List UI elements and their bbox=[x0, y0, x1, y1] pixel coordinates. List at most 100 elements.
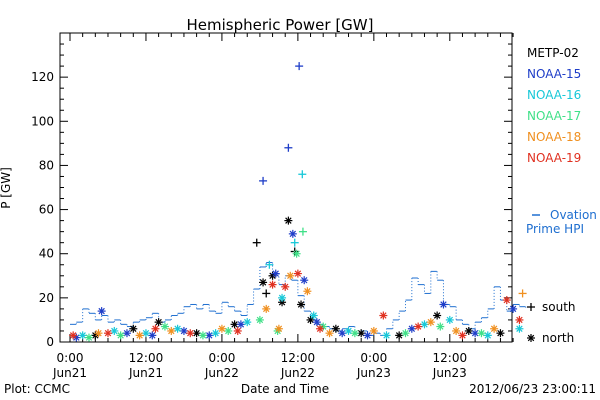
y-tick-label: 120 bbox=[31, 70, 54, 84]
north-label: north bbox=[542, 331, 574, 345]
point-noaa-17-north bbox=[350, 329, 359, 338]
point-noaa-19-north bbox=[458, 331, 467, 340]
point-noaa-15-north bbox=[439, 300, 448, 309]
point-noaa-16-south bbox=[298, 170, 307, 179]
ovation-legend-line1: Ovation bbox=[550, 208, 597, 222]
point-noaa-15-north bbox=[363, 331, 372, 340]
point-noaa-17-north bbox=[198, 331, 207, 340]
point-noaa-18-north bbox=[94, 329, 103, 338]
y-tick-label: 0 bbox=[46, 335, 54, 349]
point-noaa-15-south bbox=[259, 176, 268, 185]
point-noaa-18-north bbox=[452, 326, 461, 335]
point-noaa-18-north bbox=[135, 331, 144, 340]
x-tick-label-date: Jun22 bbox=[280, 366, 315, 380]
point-noaa-15-north bbox=[179, 326, 188, 335]
point-noaa-17-north bbox=[116, 331, 125, 340]
point-noaa-17-north bbox=[292, 249, 301, 258]
point-noaa-15-north bbox=[509, 304, 518, 313]
point-noaa-17-north bbox=[160, 322, 169, 331]
point-noaa-17-north bbox=[477, 329, 486, 338]
point-metp-02-north bbox=[395, 331, 404, 340]
point-noaa-18-north bbox=[369, 326, 378, 335]
y-tick-label: 80 bbox=[39, 158, 54, 172]
point-noaa-17-north bbox=[436, 322, 445, 331]
south-symbol-icon bbox=[527, 303, 535, 311]
y-axis-label: P [GW] bbox=[0, 167, 13, 209]
point-noaa-16-north bbox=[445, 315, 454, 324]
legend-item-noaa-19: NOAA-19 bbox=[527, 151, 581, 165]
legend-item-noaa-15: NOAA-15 bbox=[527, 67, 581, 81]
point-noaa-15-south bbox=[284, 143, 293, 152]
point-noaa-17-south bbox=[298, 227, 307, 236]
south-plus bbox=[527, 303, 535, 311]
point-noaa-17-north bbox=[401, 329, 410, 338]
point-noaa-19-north bbox=[316, 324, 325, 333]
point-noaa-16-north bbox=[78, 331, 87, 340]
footer-right: 2012/06/23 23:00:11 bbox=[469, 382, 596, 396]
x-tick-label-time: 0:00 bbox=[208, 351, 235, 365]
point-noaa-15-north bbox=[407, 324, 416, 333]
point-noaa-18-north bbox=[217, 324, 226, 333]
point-noaa-15-north bbox=[288, 229, 297, 238]
point-metp-02-north bbox=[433, 311, 442, 320]
point-noaa-15-south bbox=[295, 62, 304, 71]
point-noaa-16-north bbox=[278, 293, 287, 302]
legend-item-noaa-16: NOAA-16 bbox=[527, 88, 581, 102]
point-noaa-18-north bbox=[490, 324, 499, 333]
point-metp-02-north bbox=[284, 216, 293, 225]
point-noaa-16-north bbox=[382, 331, 391, 340]
point-noaa-16-north bbox=[173, 324, 182, 333]
footer-left: Plot: CCMC bbox=[4, 382, 70, 396]
x-axis: 0:00Jun2112:00Jun210:00Jun2212:00Jun220:… bbox=[52, 33, 514, 380]
legend: METP-02 NOAA-15 NOAA-16 NOAA-17 NOAA-18 NOAA-… bbox=[527, 46, 581, 165]
point-noaa-19-north bbox=[379, 311, 388, 320]
point-noaa-16-south bbox=[265, 260, 274, 269]
chart-title: Hemispheric Power [GW] bbox=[187, 16, 374, 34]
point-metp-02-south bbox=[252, 238, 261, 247]
point-noaa-16-north bbox=[344, 326, 353, 335]
symbol-legend: south north bbox=[527, 300, 576, 345]
point-noaa-15-north bbox=[338, 329, 347, 338]
x-tick-label-time: 0:00 bbox=[360, 351, 387, 365]
point-noaa-18-south bbox=[518, 289, 527, 298]
point-noaa-16-north bbox=[515, 324, 524, 333]
x-tick-label-time: 12:00 bbox=[433, 351, 468, 365]
point-noaa-18-north bbox=[286, 271, 295, 280]
point-noaa-15-north bbox=[300, 276, 309, 285]
point-noaa-18-north bbox=[274, 324, 283, 333]
point-noaa-19-north bbox=[151, 324, 160, 333]
point-metp-02-north bbox=[259, 278, 268, 287]
point-noaa-17-north bbox=[84, 333, 93, 342]
point-noaa-16-north bbox=[420, 320, 429, 329]
point-noaa-19-north bbox=[515, 315, 524, 324]
x-tick-label-time: 0:00 bbox=[57, 351, 84, 365]
x-tick-label-date: Jun22 bbox=[204, 366, 239, 380]
point-noaa-17-north bbox=[255, 315, 264, 324]
point-noaa-19-north bbox=[69, 331, 78, 340]
point-metp-02-south bbox=[262, 289, 271, 298]
x-tick-label-date: Jun21 bbox=[128, 366, 163, 380]
y-tick-label: 100 bbox=[31, 114, 54, 128]
y-axis: 0 20 40 60 80 100 120 bbox=[31, 32, 512, 349]
point-noaa-19-north bbox=[414, 322, 423, 331]
north-symbol-icon bbox=[527, 334, 535, 342]
x-tick-label-time: 12:00 bbox=[281, 351, 316, 365]
x-tick-label-time: 12:00 bbox=[129, 351, 164, 365]
x-tick-label-date: Jun23 bbox=[432, 366, 467, 380]
point-metp-02-north bbox=[464, 326, 473, 335]
point-metp-02-north bbox=[230, 320, 239, 329]
point-noaa-19-north bbox=[293, 269, 302, 278]
south-label: south bbox=[542, 300, 576, 314]
point-noaa-16-north bbox=[110, 326, 119, 335]
point-noaa-18-north bbox=[426, 318, 435, 327]
x-tick-label-date: Jun23 bbox=[356, 366, 391, 380]
x-tick-label-date: Jun21 bbox=[52, 366, 87, 380]
point-noaa-18-north bbox=[325, 329, 334, 338]
ovation-legend-line2: Prime HPI bbox=[526, 222, 584, 236]
point-noaa-15-north bbox=[312, 318, 321, 327]
point-noaa-19-north bbox=[233, 326, 242, 335]
point-noaa-16-south bbox=[290, 238, 299, 247]
point-metp-02-north bbox=[331, 324, 340, 333]
point-metp-02-north bbox=[297, 300, 306, 309]
plot-frame bbox=[59, 32, 513, 343]
